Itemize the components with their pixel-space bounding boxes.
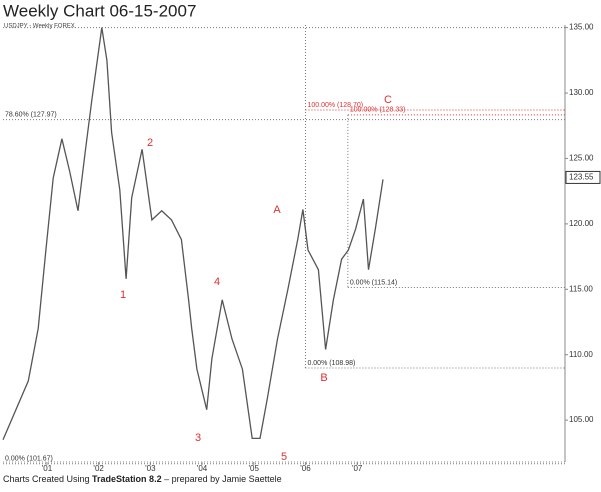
y-tick-label: 125.00 (569, 154, 594, 163)
y-tick-label: 120.00 (569, 219, 594, 228)
fib-label: 78.60% (127.97) (5, 111, 57, 118)
footer-text: – prepared by Jamie Saettele (162, 474, 282, 484)
last-price-box (565, 170, 601, 184)
x-tick-label: '06 (300, 464, 311, 473)
wave-label: 3 (195, 432, 201, 444)
y-tick-label: 130.00 (569, 88, 594, 97)
fib-label: 100.00% (128.70) (307, 102, 363, 109)
x-tick-label: '03 (145, 464, 156, 473)
fib-label: 0.00% (115.14) (350, 279, 397, 286)
wave-label: A (273, 204, 281, 216)
y-tick-label: 105.00 (569, 415, 594, 424)
wave-label: 2 (147, 137, 153, 149)
wave-label: 4 (214, 276, 220, 288)
wave-label: 1 (120, 289, 126, 301)
x-tick-label: '01 (42, 464, 53, 473)
footer-brand: TradeStation 8.2 (92, 474, 162, 484)
fib-label: 0.00% (101.67) (5, 456, 53, 463)
subtitle: USDJPY - Weekly FOREX (4, 24, 75, 30)
fib-label: 0.00% (108.98) (307, 360, 355, 367)
footer-text: Charts Created Using (3, 474, 92, 484)
y-tick-label: 135.00 (569, 23, 594, 32)
wave-label: 5 (281, 451, 287, 463)
wave-label: C (384, 94, 392, 106)
last-price-label: 123.55 (569, 173, 594, 182)
x-tick-label: '05 (249, 464, 260, 473)
footer: Charts Created Using TradeStation 8.2 – … (3, 474, 282, 484)
y-tick-label: 115.00 (569, 284, 593, 293)
x-tick-label: '04 (197, 464, 208, 473)
price-line (2, 27, 384, 441)
wave-label: B (320, 372, 327, 384)
x-tick-label: '07 (352, 464, 363, 473)
x-tick-label: '02 (93, 464, 104, 473)
chart-title: Weekly Chart 06-15-2007 (3, 1, 196, 20)
y-tick-label: 110.00 (569, 350, 593, 359)
fib-label: 100.00% (128.33) (350, 107, 406, 114)
